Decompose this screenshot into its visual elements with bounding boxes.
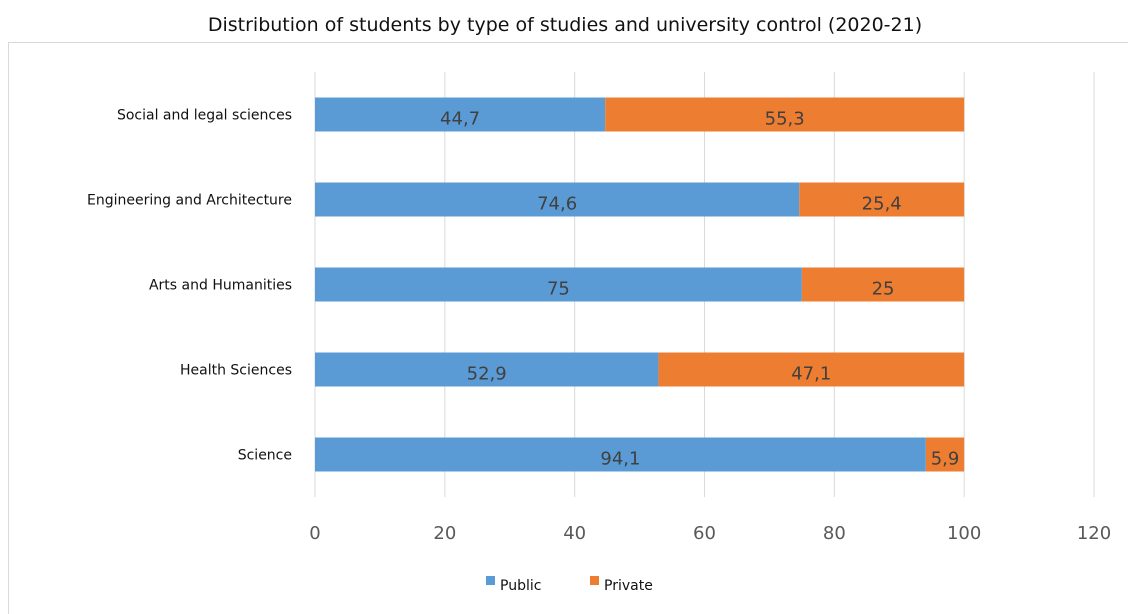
- chart-frame: [8, 42, 1128, 614]
- data-label: 94,1: [600, 449, 640, 470]
- data-label: 25,4: [862, 194, 902, 215]
- x-tick-label: 0: [309, 523, 320, 544]
- data-label: 25: [872, 279, 895, 300]
- data-label: 52,9: [467, 364, 507, 385]
- category-label: Health Sciences: [180, 363, 292, 379]
- chart-title: Distribution of students by type of stud…: [207, 14, 923, 36]
- category-label: Engineering and Architecture: [87, 193, 292, 209]
- bar-private: [799, 182, 965, 217]
- bar-private: [605, 97, 965, 132]
- data-label: 47,1: [791, 364, 831, 385]
- category-label: Science: [238, 448, 292, 464]
- category-label: Arts and Humanities: [149, 278, 292, 294]
- bar-private: [925, 437, 965, 472]
- data-label: 74,6: [537, 194, 577, 215]
- x-tick-label: 40: [563, 523, 586, 544]
- category-label: Social and legal sciences: [117, 108, 292, 124]
- bar-public: [315, 97, 606, 132]
- x-tick-label: 20: [433, 523, 456, 544]
- x-tick-label: 100: [947, 523, 981, 544]
- bar-private: [801, 267, 965, 302]
- bar-public: [315, 437, 926, 472]
- bar-public: [315, 182, 800, 217]
- data-label: 55,3: [765, 109, 805, 130]
- bar-private: [658, 352, 965, 387]
- bar-public: [315, 267, 802, 302]
- x-tick-label: 120: [1077, 523, 1111, 544]
- data-label: 44,7: [440, 109, 480, 130]
- legend-swatch-private: [590, 576, 599, 585]
- legend-label: Public: [500, 578, 541, 594]
- legend-label: Private: [604, 578, 653, 594]
- x-tick-label: 80: [823, 523, 846, 544]
- data-label: 75: [547, 279, 570, 300]
- x-tick-label: 60: [693, 523, 716, 544]
- data-label: 5,9: [931, 449, 960, 470]
- bar-public: [315, 352, 659, 387]
- legend-swatch-public: [486, 576, 495, 585]
